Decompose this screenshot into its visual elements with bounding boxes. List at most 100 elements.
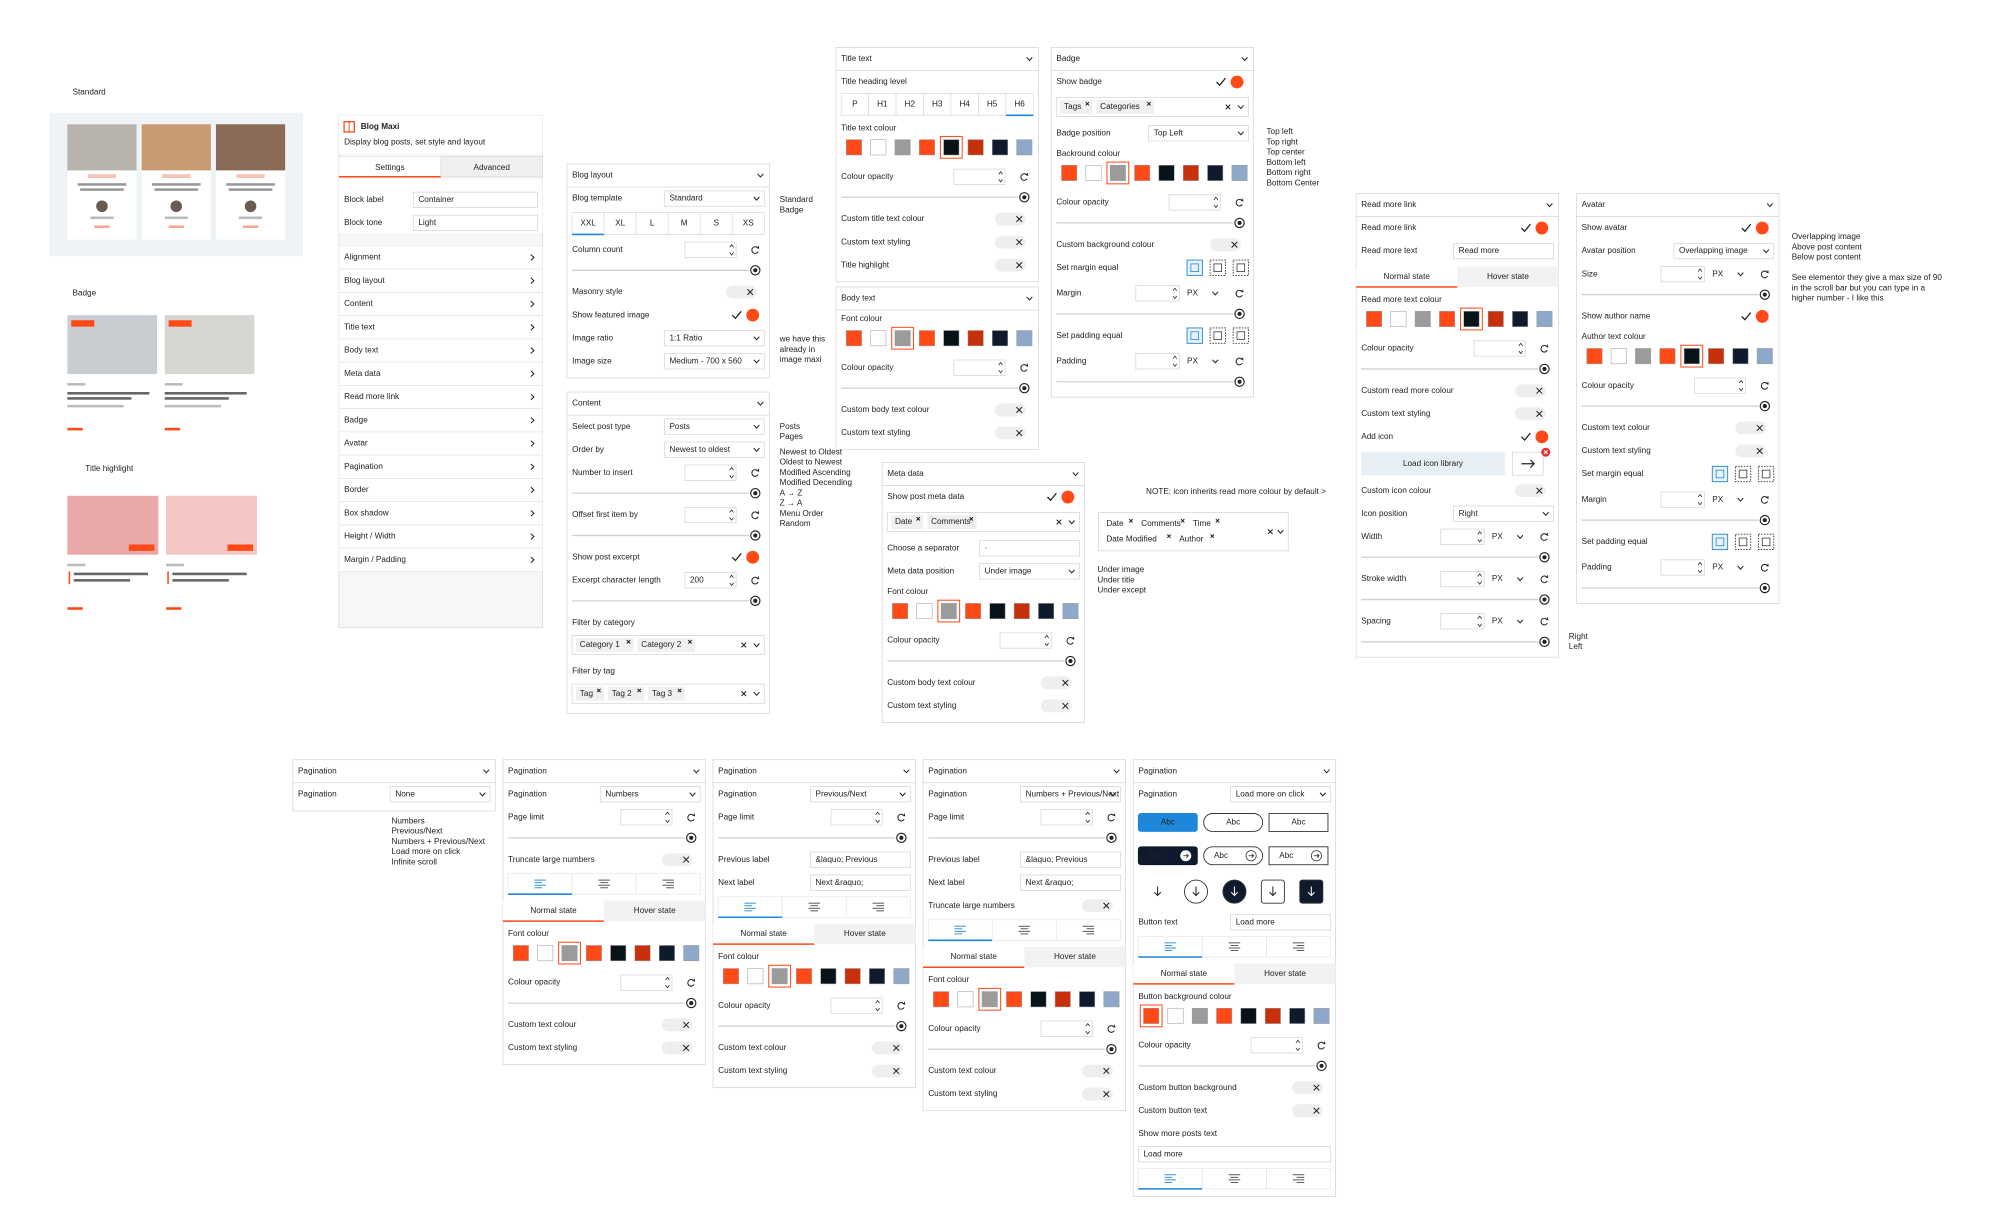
alignment-button[interactable] [507,873,573,895]
colour-swatch[interactable] [846,330,862,347]
style-preset[interactable] [1137,846,1198,866]
style-preset[interactable] [1203,813,1264,832]
alignment-button[interactable] [1266,936,1331,958]
number-input[interactable] [620,809,673,826]
spacing-icon[interactable] [1232,327,1249,344]
text-input[interactable] [412,191,538,208]
text-input[interactable] [810,874,911,891]
colour-swatch[interactable] [933,991,950,1008]
toggle-check[interactable] [1216,77,1226,87]
spin-arrows[interactable] [998,361,1003,374]
colour-swatch[interactable] [585,945,602,962]
spin-arrows[interactable] [729,509,734,521]
colour-swatch[interactable] [1013,603,1030,620]
state-tab[interactable] [1024,946,1126,968]
select-box[interactable] [663,330,765,347]
select-box[interactable] [663,353,765,370]
select-box[interactable] [1148,125,1249,142]
select-box[interactable] [1230,786,1331,803]
colour-swatch[interactable] [537,945,554,962]
number-input[interactable] [953,168,1006,185]
colour-swatch[interactable] [1038,603,1055,620]
select-box[interactable] [810,786,911,803]
text-input[interactable] [1020,874,1121,891]
colour-swatch[interactable] [561,945,578,962]
toggle-on[interactable] [746,550,760,564]
style-preset[interactable] [1137,813,1198,832]
toggle-off[interactable] [1735,421,1767,435]
menu-item[interactable] [338,431,543,456]
toggle-off[interactable] [994,235,1026,249]
toggle-on[interactable] [1755,310,1769,323]
spin-arrows[interactable] [1697,268,1703,280]
colour-swatch[interactable] [1016,330,1033,347]
colour-swatch[interactable] [1756,348,1773,365]
number-input[interactable] [1473,340,1526,357]
alignment-button[interactable] [1138,1168,1203,1190]
spin-arrows[interactable] [1477,615,1482,628]
toggle-off[interactable] [1081,1064,1113,1078]
colour-swatch[interactable] [820,968,837,985]
alignment-button[interactable] [991,919,1057,941]
toggle-on[interactable] [1755,221,1769,235]
spin-arrows[interactable] [1085,1022,1090,1035]
toggle-off[interactable] [994,403,1026,417]
toggle-on[interactable] [1535,430,1549,444]
colour-swatch[interactable] [844,968,861,985]
toggle-off[interactable] [661,1018,693,1032]
text-input[interactable] [412,214,538,231]
text-input[interactable] [1137,1146,1331,1163]
select-box[interactable] [663,190,765,207]
spin-arrows[interactable] [875,999,880,1012]
menu-item[interactable] [338,547,543,572]
colour-swatch[interactable] [919,139,935,156]
toggle-off[interactable] [994,258,1026,272]
colour-swatch[interactable] [846,139,862,156]
colour-swatch[interactable] [634,945,651,962]
spin-arrows[interactable] [729,244,734,256]
spin-arrows[interactable] [1738,379,1744,392]
colour-swatch[interactable] [916,603,933,620]
spacing-icon[interactable] [1711,533,1729,551]
select-box[interactable] [389,786,491,803]
toggle-check[interactable] [731,553,742,562]
colour-swatch[interactable] [892,603,909,620]
alignment-button[interactable] [1202,936,1267,958]
select-box[interactable] [979,563,1080,580]
colour-swatch[interactable] [1536,311,1553,327]
state-tab[interactable] [923,946,1025,968]
spin-arrows[interactable] [1213,196,1219,209]
toggle-on[interactable] [1535,221,1549,235]
toggle-off[interactable] [1040,699,1072,713]
state-tab[interactable] [604,900,706,922]
colour-swatch[interactable] [1289,1007,1306,1024]
spin-arrows[interactable] [1477,573,1482,585]
colour-swatch[interactable] [1061,165,1078,181]
colour-swatch[interactable] [1216,1007,1233,1024]
alignment-button[interactable] [571,873,637,895]
number-input[interactable] [684,506,737,524]
colour-swatch[interactable] [1158,165,1175,181]
colour-swatch[interactable] [1231,165,1248,181]
select-box[interactable] [599,786,701,803]
alignment-button[interactable] [717,896,783,918]
colour-swatch[interactable] [943,139,960,156]
spin-arrows[interactable] [1172,355,1178,368]
state-tab[interactable] [502,900,605,922]
colour-swatch[interactable] [957,991,974,1008]
colour-swatch[interactable] [967,330,984,347]
menu-item[interactable] [338,408,543,433]
state-tab[interactable] [1457,266,1559,287]
toggle-off[interactable] [994,426,1026,440]
style-preset[interactable] [1203,846,1264,866]
menu-item[interactable] [338,478,543,502]
colour-swatch[interactable] [1635,348,1652,365]
colour-swatch[interactable] [1207,165,1224,181]
colour-swatch[interactable] [1167,1007,1184,1024]
colour-swatch[interactable] [919,330,935,347]
text-input[interactable] [1230,914,1331,931]
colour-swatch[interactable] [1062,603,1079,620]
toggle-check[interactable] [1520,223,1531,233]
toggle-off[interactable] [661,1041,693,1055]
number-input[interactable] [620,974,673,991]
